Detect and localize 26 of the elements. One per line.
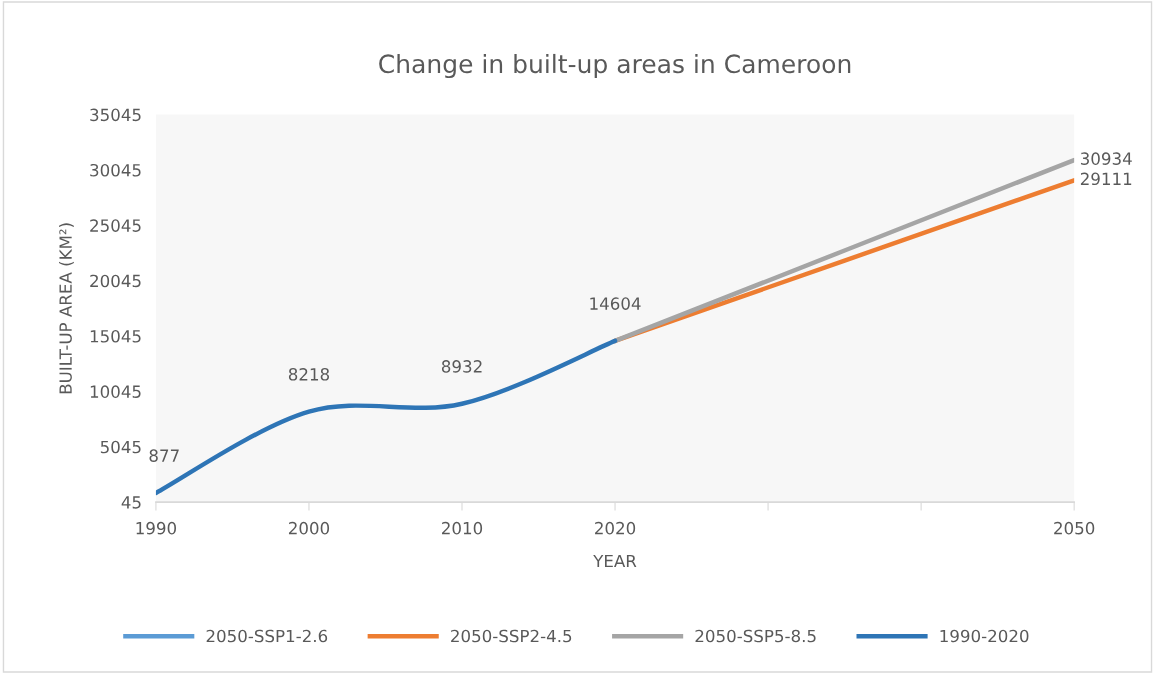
y-tick-label: 45 bbox=[121, 496, 141, 509]
data-label: 29111 bbox=[1080, 172, 1132, 186]
y-tick-label: 15045 bbox=[90, 330, 141, 343]
chart-title: Change in built-up areas in Cameroon bbox=[379, 53, 851, 79]
data-label: 877 bbox=[149, 449, 179, 462]
data-label: 8218 bbox=[288, 368, 330, 381]
x-tick-label: 1990 bbox=[136, 521, 177, 535]
y-tick-label: 20045 bbox=[90, 274, 141, 288]
data-label: 30934 bbox=[1080, 152, 1132, 165]
legend-label: 1990-2020 bbox=[940, 629, 1029, 643]
data-label: 14604 bbox=[590, 297, 641, 310]
legend-label: 2050-SSP1-2.6 bbox=[206, 629, 328, 643]
y-axis-title: BUILT-UP AREA (KM²) bbox=[59, 223, 74, 394]
x-tick-label: 2020 bbox=[595, 521, 636, 535]
x-tick-label: 2000 bbox=[288, 521, 330, 535]
y-tick-label: 10045 bbox=[90, 385, 141, 398]
y-tick-label: 30045 bbox=[90, 163, 141, 177]
x-axis-title: YEAR bbox=[593, 554, 637, 568]
y-tick-label: 5045 bbox=[100, 440, 141, 454]
legend-label: 2050-SSP5-8.5 bbox=[695, 629, 816, 643]
y-tick-label: 35045 bbox=[90, 108, 141, 122]
y-tick-label: 25045 bbox=[90, 219, 141, 232]
x-tick-label: 2010 bbox=[442, 521, 483, 535]
data-label: 8932 bbox=[441, 360, 482, 373]
legend-label: 2050-SSP2-4.5 bbox=[451, 629, 572, 643]
x-tick-label: 2050 bbox=[1054, 521, 1095, 535]
